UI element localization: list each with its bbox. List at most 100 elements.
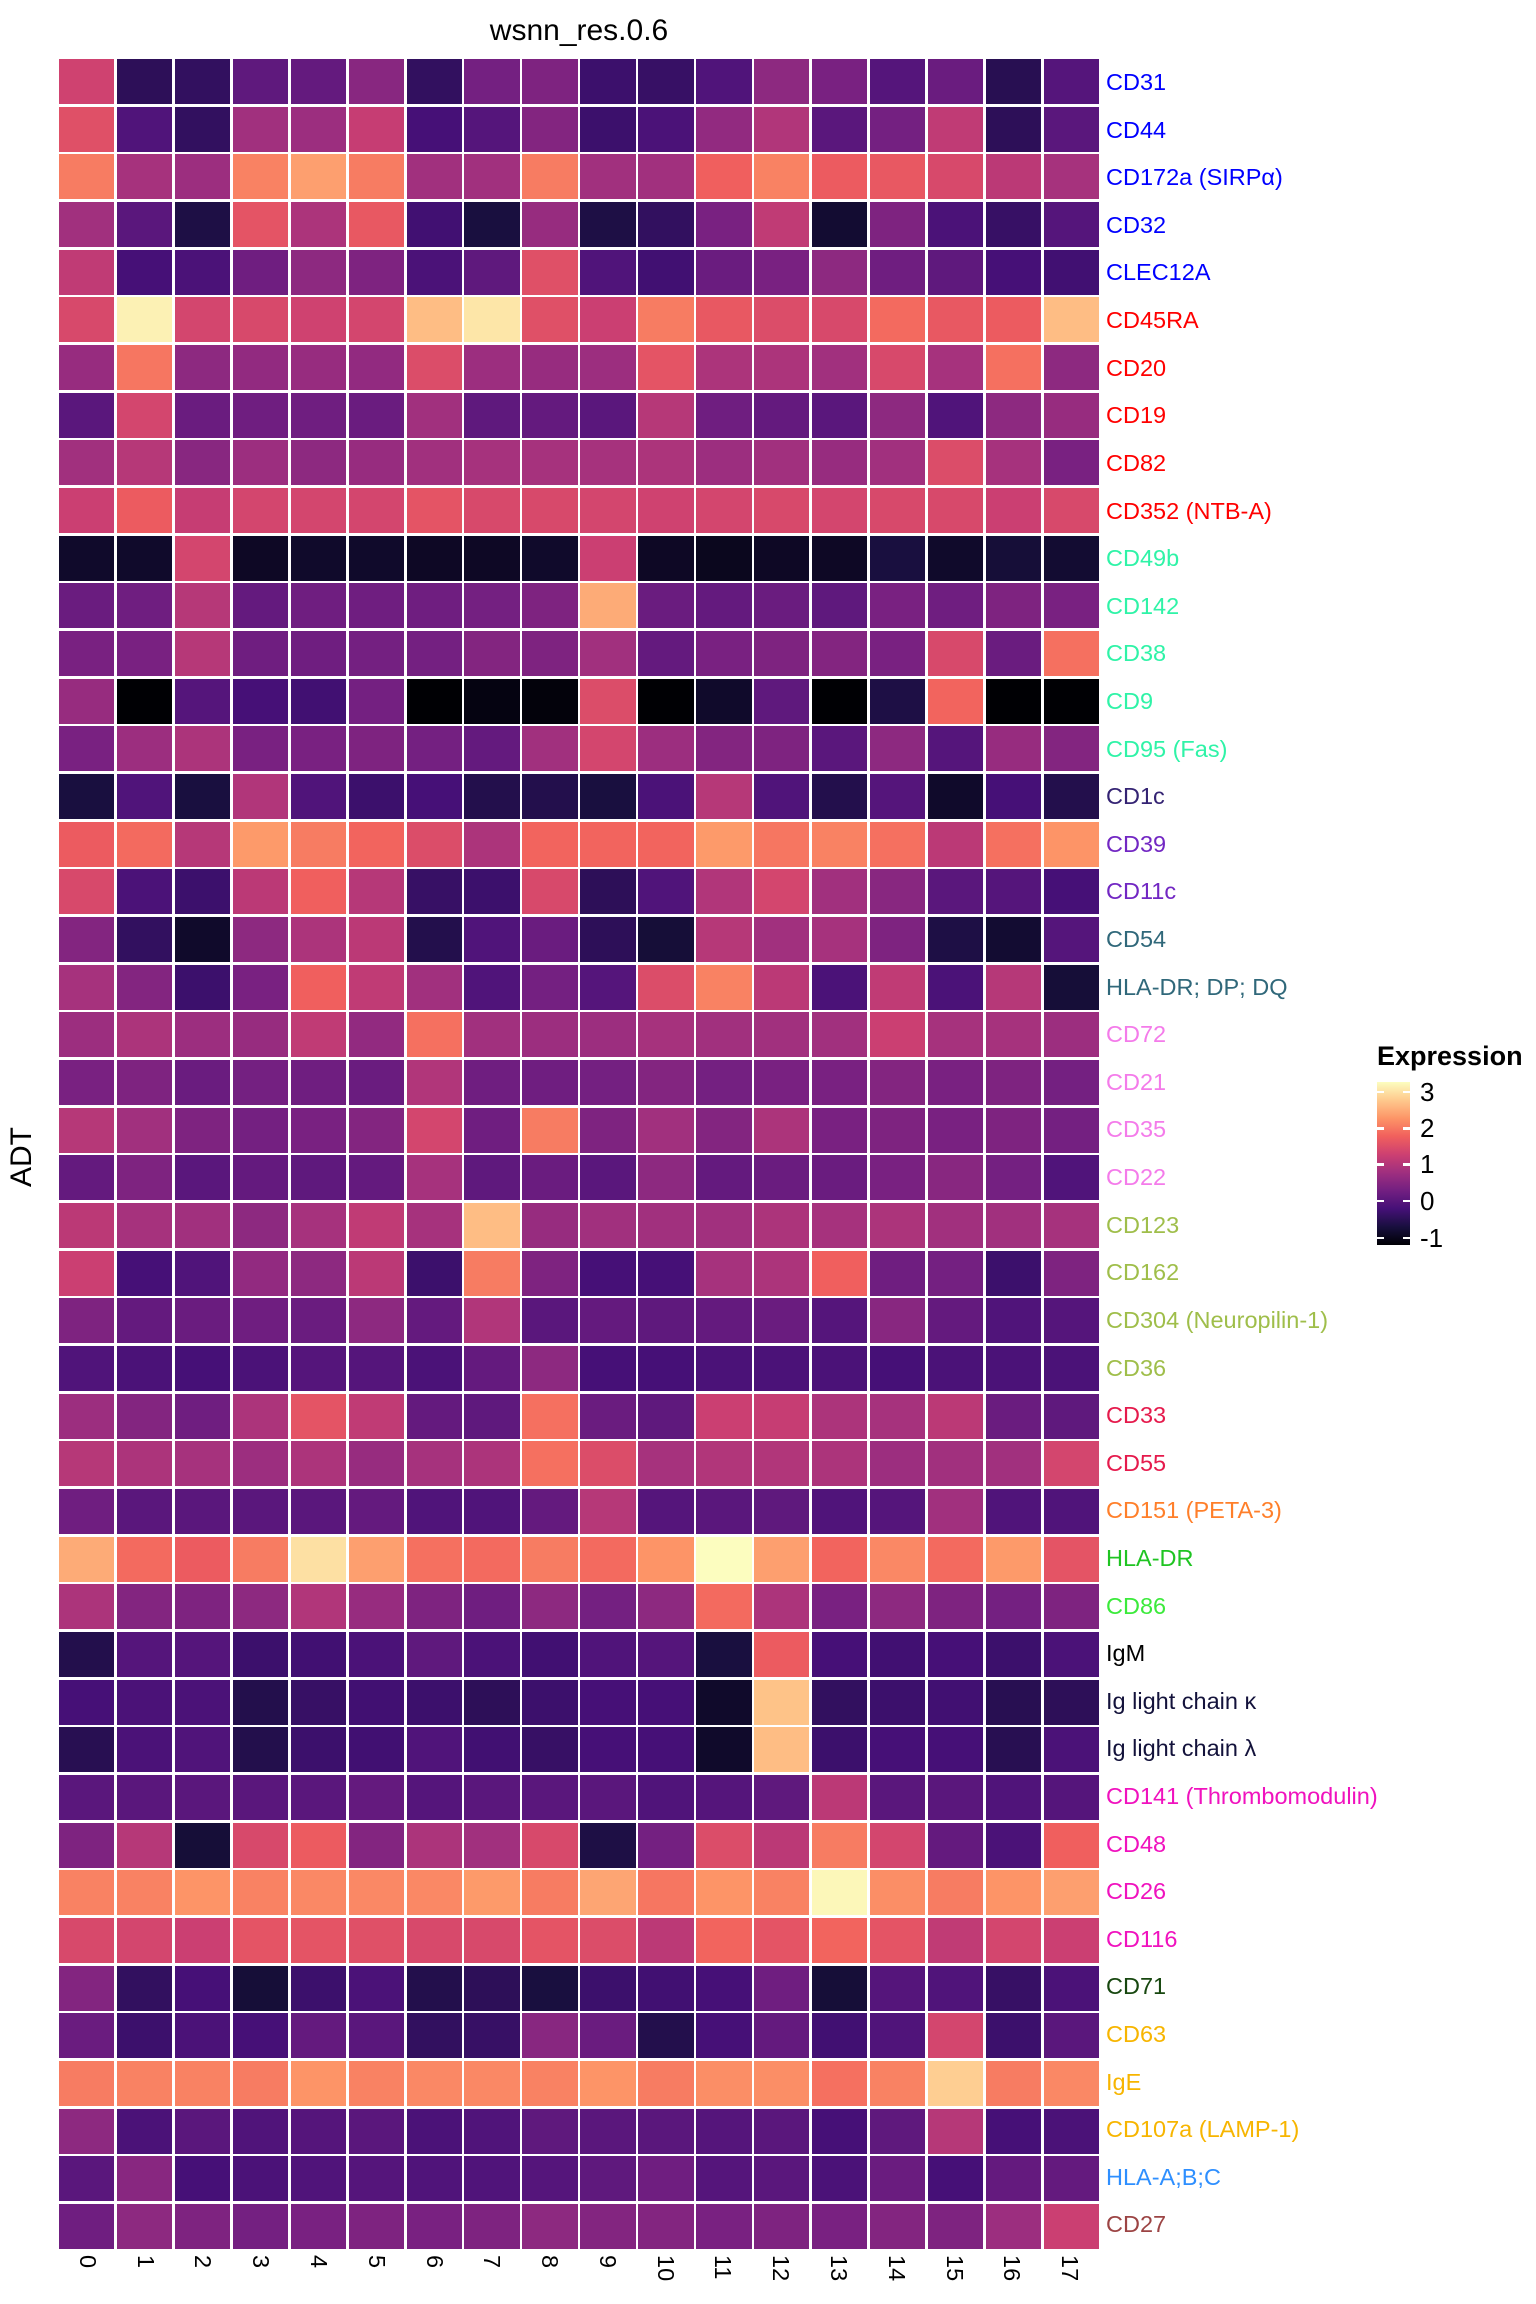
heatmap-cell — [522, 1965, 578, 2011]
heatmap-cell — [290, 154, 347, 200]
heatmap-cell — [927, 487, 984, 534]
heatmap-cell — [580, 630, 636, 677]
heatmap-cell — [116, 2156, 173, 2202]
heatmap-cell — [174, 964, 231, 1010]
heatmap-cell — [406, 1965, 462, 2011]
heatmap-cell — [985, 1822, 1042, 1868]
heatmap-cell — [1043, 1965, 1099, 2011]
heatmap-cell — [174, 1250, 231, 1296]
heatmap-cell — [116, 1631, 173, 1678]
heatmap-cell — [174, 297, 231, 343]
heatmap-cell — [406, 583, 462, 629]
heatmap-cell — [638, 869, 694, 915]
heatmap-cell — [290, 2060, 347, 2106]
heatmap-cell — [464, 297, 520, 343]
heatmap-cell — [232, 1727, 289, 1773]
col-label: 5 — [363, 2255, 390, 2269]
heatmap-cell — [811, 1679, 868, 1725]
row-label: CD20 — [1106, 354, 1167, 381]
heatmap-cell — [406, 59, 462, 105]
heatmap-cell — [59, 964, 115, 1010]
heatmap-cell — [522, 1202, 578, 1249]
heatmap-cell — [580, 1822, 636, 1868]
heatmap-cell — [869, 2013, 926, 2059]
heatmap-cell — [696, 344, 752, 391]
heatmap-cell — [1043, 678, 1099, 724]
heatmap-cell — [811, 583, 868, 629]
heatmap-cell — [638, 2060, 694, 2106]
heatmap-cell — [927, 59, 984, 105]
heatmap-cell — [754, 916, 810, 963]
heatmap-cell — [1043, 869, 1099, 915]
heatmap-cell — [985, 773, 1042, 820]
heatmap-cell — [116, 1107, 173, 1153]
heatmap-cell — [348, 726, 404, 772]
heatmap-cell — [116, 773, 173, 820]
row-label: CD32 — [1106, 211, 1167, 238]
heatmap-cell — [174, 249, 231, 295]
heatmap-cell — [696, 1202, 752, 1249]
heatmap-cell — [116, 1298, 173, 1344]
row-label: Ig light chain κ — [1106, 1687, 1257, 1714]
heatmap-cell — [811, 1488, 868, 1535]
heatmap-cell — [985, 2156, 1042, 2202]
heatmap-cell — [927, 1202, 984, 1249]
heatmap-cell — [174, 773, 231, 820]
heatmap-cell — [348, 1298, 404, 1344]
row-labels: CD31 CD44 CD172a (SIRPα) CD32 CLEC12A CD45RA C… — [1106, 59, 1530, 2249]
heatmap-cell — [696, 201, 752, 248]
heatmap-cell — [927, 2203, 984, 2249]
heatmap-cell — [232, 154, 289, 200]
heatmap-cell — [522, 1250, 578, 1296]
heatmap-cell — [116, 1059, 173, 1106]
heatmap-cell — [522, 297, 578, 343]
heatmap-cell — [696, 1488, 752, 1535]
heatmap-cell — [522, 1298, 578, 1344]
heatmap-cell — [696, 1107, 752, 1153]
heatmap-cell — [754, 869, 810, 915]
heatmap-cell — [696, 2108, 752, 2154]
heatmap-cell — [985, 1250, 1042, 1296]
heatmap-cell — [464, 487, 520, 534]
heatmap-cell — [116, 1965, 173, 2011]
heatmap-cell — [522, 487, 578, 534]
heatmap-cell — [59, 678, 115, 724]
heatmap-cell — [406, 392, 462, 438]
heatmap-cell — [638, 678, 694, 724]
heatmap-cell — [1043, 106, 1099, 152]
heatmap-cell — [754, 1345, 810, 1392]
heatmap-cell — [290, 1774, 347, 1821]
heatmap-cell — [985, 59, 1042, 105]
heatmap-cell — [406, 2156, 462, 2202]
heatmap-cell — [59, 1584, 115, 1630]
row-label: HLA-DR; DP; DQ — [1106, 973, 1288, 1000]
heatmap-cell — [696, 1727, 752, 1773]
heatmap-cell — [116, 1870, 173, 1916]
row-label: CD172a (SIRPα) — [1106, 164, 1283, 191]
heatmap-cell — [290, 630, 347, 677]
heatmap-cell — [696, 630, 752, 677]
col-label: 16 — [999, 2255, 1026, 2282]
heatmap-cell — [174, 1155, 231, 1201]
heatmap-cell — [696, 1631, 752, 1678]
heatmap-cell — [638, 821, 694, 867]
heatmap-cell — [638, 1250, 694, 1296]
heatmap-cell — [406, 1393, 462, 1439]
heatmap-cell — [985, 1012, 1042, 1058]
heatmap-cell — [290, 1536, 347, 1582]
heatmap-cell — [811, 2060, 868, 2106]
heatmap-cell — [985, 821, 1042, 867]
heatmap-cell — [174, 1584, 231, 1630]
heatmap-cell — [59, 1631, 115, 1678]
heatmap-cell — [116, 1727, 173, 1773]
heatmap-cell — [348, 297, 404, 343]
heatmap-cell — [464, 869, 520, 915]
heatmap-cell — [985, 1107, 1042, 1153]
heatmap-cell — [985, 201, 1042, 248]
heatmap-cell — [348, 1012, 404, 1058]
heatmap-cell — [116, 2108, 173, 2154]
heatmap-cell — [348, 2156, 404, 2202]
heatmap-cell — [696, 1679, 752, 1725]
heatmap-cell — [927, 2013, 984, 2059]
heatmap-cell — [811, 1536, 868, 1582]
